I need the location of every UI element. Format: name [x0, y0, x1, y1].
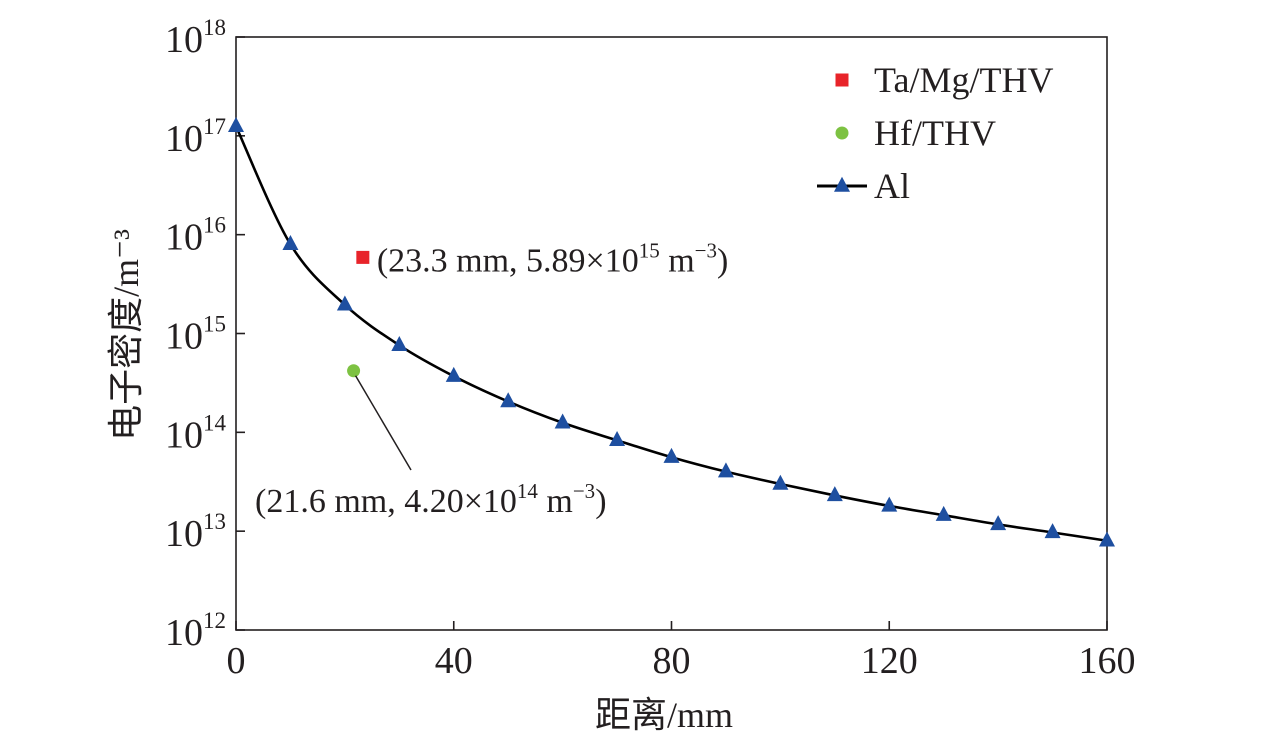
data-point-square [356, 250, 370, 264]
data-point-triangle [500, 392, 517, 408]
data-point-triangle [990, 515, 1007, 531]
legend-label: Al [874, 166, 910, 206]
al-curve [234, 125, 1108, 543]
data-point-circle [347, 364, 361, 378]
data-point-triangle [445, 366, 462, 382]
y-tick-label: 1017 [165, 114, 226, 160]
legend-label: Hf/THV [874, 113, 996, 153]
data-point-triangle [228, 116, 244, 132]
axis-ticks: 0 40 80 120 160 1012 1013 1014 1015 1016 1017 1018 [165, 15, 1136, 682]
data-point-triangle [282, 234, 299, 250]
y-tick-label: 1016 [165, 213, 226, 259]
data-point-triangle [336, 295, 353, 311]
annotations: (23.3 mm, 5.89×1015 m−3) (21.6 mm, 4.20×1… [255, 238, 728, 520]
legend-marker-triangle [834, 176, 850, 192]
data-point-triangle [935, 505, 952, 521]
al-fit-curve [234, 125, 1108, 543]
y-tick-label: 1018 [165, 15, 226, 61]
data-point-triangle [1044, 523, 1061, 539]
data-point-triangle [554, 413, 571, 429]
data-point-triangle [1099, 531, 1115, 547]
annotation-label: (21.6 mm, 4.20×1014 m−3) [255, 479, 607, 520]
data-marks [228, 116, 1115, 547]
x-axis-label: 距离/mm [595, 695, 733, 735]
y-tick-label: 1014 [165, 410, 227, 456]
data-point-triangle [826, 486, 843, 502]
legend-label: Ta/Mg/THV [874, 60, 1053, 100]
legend: Ta/Mg/THV Hf/THV Al [817, 60, 1053, 206]
annotation-leader [354, 375, 412, 471]
legend-marker-circle [835, 126, 849, 140]
data-point-triangle [391, 335, 408, 351]
data-point-triangle [609, 431, 626, 447]
data-point-triangle [772, 474, 789, 490]
y-tick-label: 1013 [165, 509, 226, 555]
data-point-triangle [663, 447, 680, 463]
x-tick-label: 120 [861, 640, 918, 682]
y-axis-label: 电子密度/m⁻³ [106, 229, 146, 441]
y-tick-label: 1015 [165, 312, 226, 358]
x-tick-label: 40 [435, 640, 473, 682]
x-tick-label: 0 [227, 640, 246, 682]
x-tick-label: 160 [1079, 640, 1136, 682]
data-point-triangle [717, 462, 734, 478]
x-tick-label: 80 [653, 640, 691, 682]
legend-marker-square [835, 73, 849, 87]
y-tick-label: 1012 [165, 608, 226, 654]
annotation-label: (23.3 mm, 5.89×1015 m−3) [377, 238, 729, 279]
data-point-triangle [881, 496, 898, 512]
